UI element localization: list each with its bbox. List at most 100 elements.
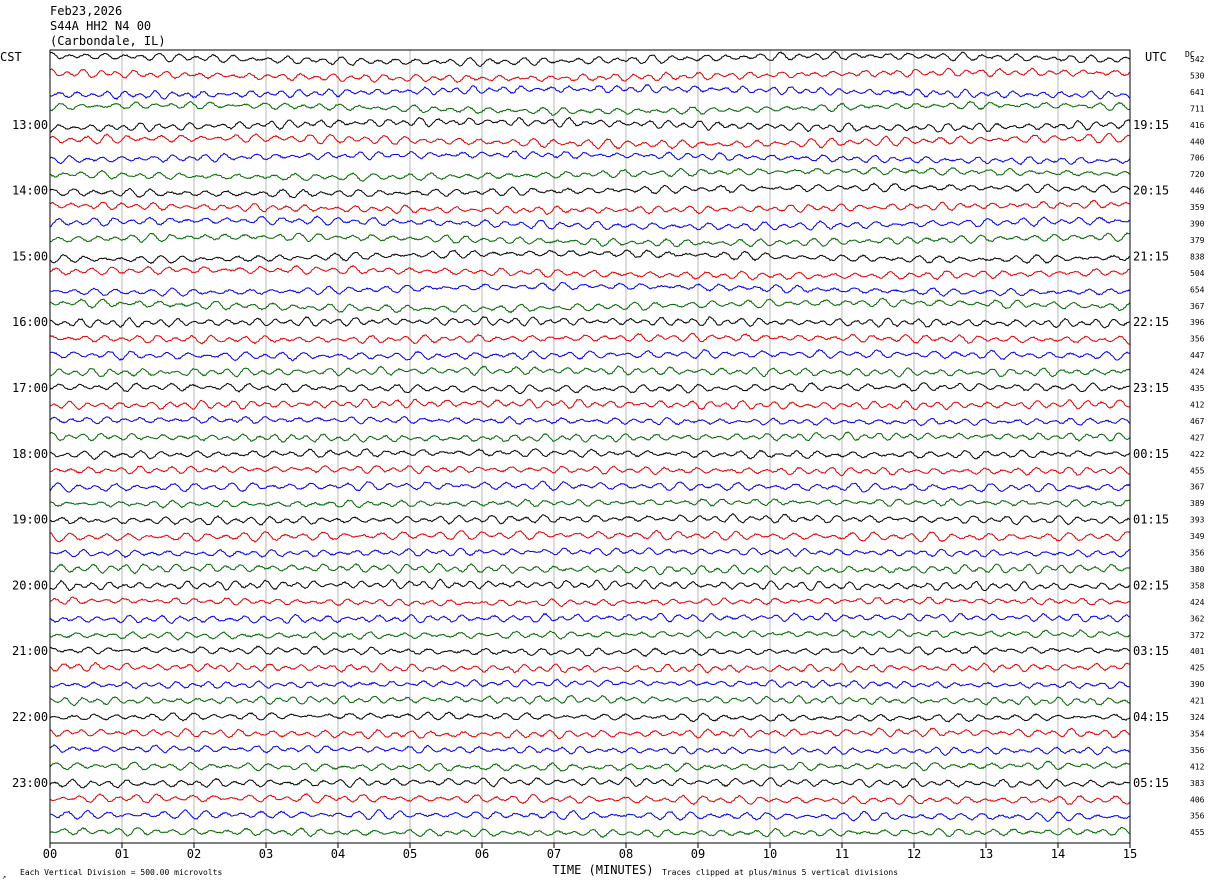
seismic-trace (49, 727, 1131, 740)
right-hour-label: 04:15 (1133, 710, 1169, 724)
seismic-trace (49, 596, 1131, 608)
seismic-trace (49, 415, 1131, 427)
right-hour-label: 03:15 (1133, 644, 1169, 658)
x-axis-ticks: 00 01 02 03 04 05 06 07 08 09 10 11 12 13 14 15 (43, 843, 1137, 861)
seismic-trace (50, 215, 1131, 232)
seismic-trace (50, 199, 1131, 216)
dc-offset-label: 427 (1190, 433, 1205, 442)
x-tick-label: 12 (907, 847, 921, 861)
seismic-trace (49, 809, 1131, 822)
seismic-trace (49, 348, 1131, 362)
seismic-trace (49, 431, 1131, 443)
left-hour-labels: 13:00 14:00 15:00 16:00 17:00 18:00 19:00 20:00… (12, 118, 48, 790)
x-tick-label: 14 (1051, 847, 1065, 861)
dc-offset-label: 706 (1190, 154, 1205, 163)
dc-offset-label: 504 (1190, 269, 1205, 278)
dc-offset-label: 367 (1190, 483, 1205, 492)
seismic-trace (49, 465, 1131, 477)
seismic-trace (49, 365, 1131, 378)
dc-offset-label: 356 (1190, 549, 1205, 558)
dc-offset-label: 412 (1190, 762, 1205, 771)
dc-offset-label: 838 (1190, 252, 1205, 261)
x-tick-label: 01 (115, 847, 129, 861)
right-hour-labels: 19:15 20:15 21:15 22:15 23:15 00:15 01:15 02:15… (1133, 118, 1169, 790)
dc-offset-label: 455 (1190, 466, 1205, 475)
seismic-trace (49, 760, 1131, 773)
x-tick-label: 08 (619, 847, 633, 861)
seismic-trace (49, 776, 1130, 790)
left-hour-label: 16:00 (12, 315, 48, 329)
x-tick-label: 00 (43, 847, 57, 861)
seismic-traces (49, 50, 1131, 839)
seismic-trace (49, 711, 1131, 723)
header-date: Feb23,2026 (50, 4, 123, 18)
scale-note: Each Vertical Division = 500.00 microvol… (20, 868, 222, 877)
dc-offset-label: 354 (1190, 729, 1205, 738)
dc-offset-label: 383 (1190, 779, 1205, 788)
dc-offset-label: 367 (1190, 302, 1205, 311)
seismic-trace (49, 529, 1131, 543)
right-hour-label: 05:15 (1133, 776, 1169, 790)
seismic-trace (49, 398, 1131, 411)
right-hour-label: 21:15 (1133, 249, 1169, 263)
x-tick-label: 04 (331, 847, 345, 861)
right-hour-label: 00:15 (1133, 447, 1169, 461)
dc-offset-label: 435 (1190, 384, 1205, 393)
left-hour-label: 14:00 (12, 184, 48, 198)
dc-offset-label: 711 (1190, 104, 1205, 113)
dc-offset-label: 358 (1190, 581, 1205, 590)
dc-offset-label: 349 (1190, 532, 1205, 541)
dc-offset-label: 412 (1190, 400, 1205, 409)
seismic-trace (49, 249, 1131, 265)
right-hour-label: 20:15 (1133, 184, 1169, 198)
dc-offset-label: 424 (1190, 368, 1205, 377)
left-hour-label: 20:00 (12, 578, 48, 592)
dc-offset-labels: 542 530 641 711 416 440 706 720 446 359 390 379 838 5… (1190, 55, 1205, 837)
left-hour-label: 19:00 (12, 513, 48, 527)
x-tick-label: 07 (547, 847, 561, 861)
dc-offset-label: 530 (1190, 71, 1205, 80)
dc-offset-label: 440 (1190, 137, 1205, 146)
left-hour-label: 15:00 (12, 249, 48, 263)
dc-offset-label: 422 (1190, 450, 1205, 459)
seismic-trace (49, 332, 1131, 345)
seismic-trace (49, 612, 1131, 624)
right-hour-label: 02:15 (1133, 578, 1169, 592)
dc-offset-label: 406 (1190, 795, 1205, 804)
minute-gridlines (121, 50, 1059, 843)
dc-offset-label: 396 (1190, 318, 1205, 327)
dc-offset-label: 359 (1190, 203, 1205, 212)
dc-offset-label: 379 (1190, 236, 1205, 245)
plot-border (49, 49, 1131, 844)
dc-offset-label: 416 (1190, 121, 1205, 130)
seismic-trace (49, 480, 1131, 493)
seismic-trace (49, 826, 1131, 839)
seismic-trace (49, 498, 1131, 509)
seismic-trace (49, 678, 1131, 690)
seismic-trace (49, 150, 1131, 166)
left-hour-label: 13:00 (12, 118, 48, 132)
dc-offset-label: 720 (1190, 170, 1205, 179)
x-axis-label: TIME (MINUTES) (552, 863, 653, 877)
clip-note: Traces clipped at plus/minus 5 vertical … (662, 868, 898, 877)
dc-offset-label: 356 (1190, 335, 1205, 344)
header-station: S44A HH2 N4 00 (50, 19, 152, 33)
corner-mark-icon: ↗ (2, 873, 6, 881)
seismic-trace (49, 232, 1131, 248)
left-hour-label: 23:00 (12, 776, 48, 790)
seismic-trace (49, 132, 1131, 150)
left-hour-label: 21:00 (12, 644, 48, 658)
dc-offset-label: 324 (1190, 713, 1205, 722)
seismic-trace (49, 83, 1131, 101)
x-tick-label: 15 (1123, 847, 1137, 861)
plot-frame (49, 49, 1131, 844)
right-hour-label: 01:15 (1133, 513, 1169, 527)
seismic-trace (49, 264, 1131, 281)
x-tick-label: 06 (475, 847, 489, 861)
x-tick-label: 10 (763, 847, 777, 861)
seismic-trace (49, 297, 1131, 314)
dc-offset-label: 467 (1190, 417, 1205, 426)
dc-offset-label: 380 (1190, 565, 1205, 574)
dc-offset-label: 356 (1190, 746, 1205, 755)
